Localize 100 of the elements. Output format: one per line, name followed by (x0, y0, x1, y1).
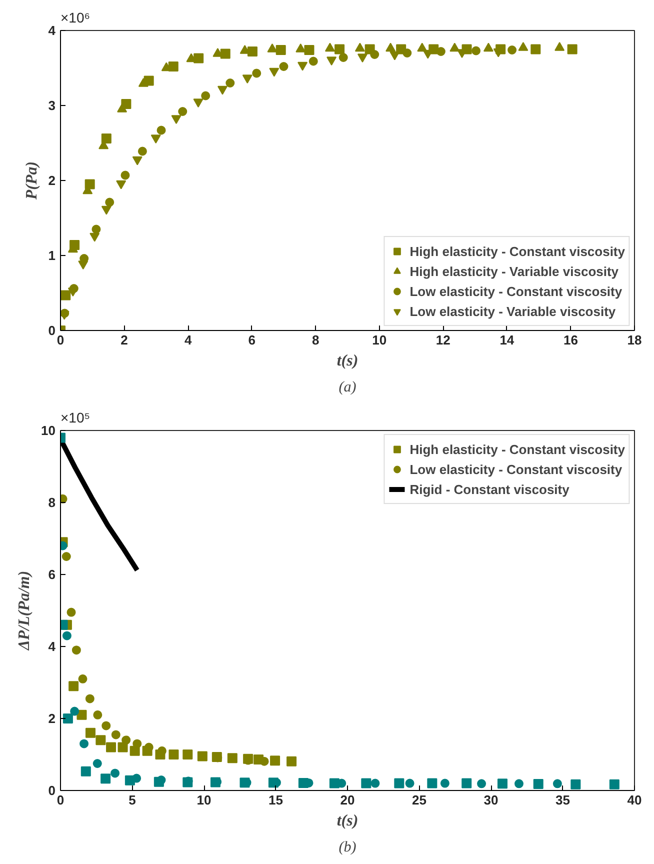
point (394, 778, 404, 788)
point (252, 68, 262, 78)
point (92, 759, 102, 768)
x-tick-label: 10 (196, 792, 212, 808)
point (85, 694, 94, 704)
x-tick-label: 16 (563, 332, 578, 348)
point (62, 714, 73, 724)
point (247, 46, 258, 56)
legend-label: Low elasticity - Variable viscosity (410, 304, 616, 318)
point (111, 730, 120, 740)
legend-label: Rigid - Constant viscosity (410, 482, 570, 496)
x-tick-label: 25 (412, 792, 426, 808)
point (201, 91, 210, 100)
point (462, 778, 472, 788)
point (110, 768, 120, 778)
point (508, 46, 517, 54)
y-tick-label: 2 (48, 711, 56, 726)
point (80, 739, 89, 748)
point (168, 750, 179, 760)
point (217, 86, 228, 95)
point (138, 78, 148, 87)
x-tick-label: 6 (248, 332, 256, 348)
point (450, 42, 460, 52)
text: ×10⁵ (60, 410, 90, 426)
point (370, 50, 380, 59)
point (132, 774, 142, 783)
point (66, 608, 76, 617)
point (116, 180, 126, 190)
point (270, 756, 280, 766)
point (518, 42, 528, 51)
point (118, 742, 128, 752)
point (105, 198, 114, 207)
point (72, 646, 81, 655)
point (182, 750, 193, 760)
point (514, 779, 524, 788)
point (436, 47, 446, 56)
x-axis-title: t(s) (336, 812, 358, 830)
point (324, 42, 335, 52)
point (168, 62, 178, 72)
point (276, 45, 286, 55)
x-tick-label: 20 (340, 792, 355, 808)
y-tick-label: 0 (48, 323, 56, 338)
point (530, 44, 541, 54)
point (101, 134, 112, 144)
point (70, 706, 80, 716)
point (286, 756, 297, 766)
point (193, 98, 204, 108)
y-tick-label: 8 (48, 495, 56, 510)
point (138, 146, 147, 156)
x-tick-label: 18 (627, 332, 642, 348)
y-tick-label: 2 (48, 173, 56, 188)
point (156, 126, 166, 135)
x-tick-label: 30 (484, 792, 498, 808)
x-tick-label: 35 (556, 792, 570, 808)
point (533, 779, 544, 790)
point (242, 74, 252, 84)
x-tick-label: 40 (627, 792, 642, 808)
point (100, 774, 111, 784)
y-tick-label: 4 (48, 23, 56, 38)
point (552, 779, 562, 788)
x-tick-label: 15 (268, 792, 283, 808)
y-tick-label: 4 (48, 639, 56, 654)
legend-label: High elasticity - Constant viscosity (410, 244, 625, 258)
point (427, 778, 438, 788)
point (405, 778, 414, 788)
point (96, 735, 106, 746)
point (298, 62, 308, 71)
point (472, 46, 481, 56)
point (370, 778, 380, 788)
point (386, 42, 396, 52)
point (440, 778, 450, 788)
point (326, 56, 337, 66)
point (62, 631, 72, 640)
y-tick-label: 0 (48, 783, 56, 798)
point (178, 107, 188, 116)
point (80, 766, 91, 776)
point (483, 42, 494, 52)
x-tick-label: 2 (120, 332, 128, 348)
point (227, 753, 238, 764)
point (101, 206, 112, 215)
legend-label: High elasticity - Variable viscosity (410, 264, 619, 278)
point (304, 45, 314, 55)
point (220, 48, 230, 59)
point (122, 736, 131, 745)
point (194, 53, 204, 64)
point (130, 746, 140, 756)
point (68, 681, 79, 692)
x-tick-label: 12 (436, 332, 450, 348)
point (226, 78, 235, 88)
point (334, 44, 345, 54)
point (269, 68, 280, 77)
point (85, 728, 96, 738)
point (132, 739, 142, 748)
point (390, 51, 400, 60)
point (361, 778, 372, 788)
point (90, 232, 100, 242)
point (102, 721, 111, 730)
y-tick-label: 1 (48, 248, 56, 263)
point (267, 44, 278, 52)
point (78, 260, 88, 270)
